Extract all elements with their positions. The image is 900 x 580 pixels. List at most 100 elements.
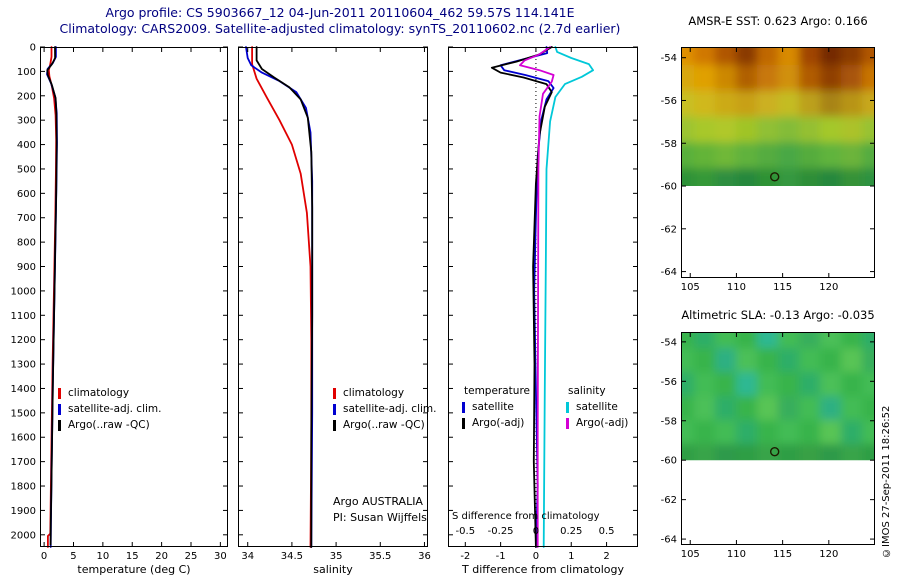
svg-text:0: 0 bbox=[533, 526, 539, 537]
svg-text:-1: -1 bbox=[496, 551, 506, 562]
temperature-profile-panel: 0 5 10 15 20 25 30 0 100 200 300 400 500 600 700 800 900… bbox=[11, 43, 228, 562]
legend-item: satellite bbox=[566, 399, 670, 415]
svg-text:1: 1 bbox=[568, 551, 574, 562]
svg-text:-54: -54 bbox=[661, 337, 677, 348]
argo-australia-note: Argo AUSTRALIA PI: Susan Wijffels bbox=[333, 494, 427, 526]
legend-header-row: temperature salinity bbox=[462, 383, 670, 399]
figure-title-line2: Climatology: CARS2009. Satellite-adjuste… bbox=[59, 21, 621, 36]
svg-text:34.5: 34.5 bbox=[281, 551, 303, 562]
svg-text:120: 120 bbox=[819, 282, 838, 293]
svg-text:115: 115 bbox=[773, 282, 792, 293]
t-difference-axis-label: T difference from climatology bbox=[462, 563, 624, 576]
svg-text:110: 110 bbox=[727, 549, 746, 560]
legend-label: climatology bbox=[68, 387, 130, 399]
svg-text:600: 600 bbox=[17, 189, 36, 200]
svg-text:-60: -60 bbox=[661, 456, 677, 467]
svg-text:2: 2 bbox=[603, 551, 609, 562]
svg-text:300: 300 bbox=[17, 116, 36, 127]
salinity-legend: climatology satellite-adj. clim. Argo(..… bbox=[333, 385, 436, 433]
svg-text:-0.25: -0.25 bbox=[488, 526, 514, 537]
svg-text:0.25: 0.25 bbox=[560, 526, 582, 537]
svg-text:-56: -56 bbox=[661, 377, 677, 388]
legend-label: Argo(..raw -QC) bbox=[343, 419, 425, 431]
svg-text:1800: 1800 bbox=[11, 482, 36, 493]
legend-item: satellite bbox=[462, 399, 566, 415]
legend-header-salinity: salinity bbox=[568, 385, 606, 397]
svg-text:0: 0 bbox=[30, 43, 36, 54]
difference-profile-panel: -2 -1 0 1 2 S difference from climatology -0.5… bbox=[448, 46, 638, 562]
svg-text:105: 105 bbox=[681, 549, 700, 560]
legend-label: climatology bbox=[343, 387, 405, 399]
legend-item: Argo(..raw -QC) bbox=[58, 417, 161, 433]
legend-item-row: satellite satellite bbox=[462, 399, 670, 415]
svg-text:-62: -62 bbox=[661, 224, 677, 235]
svg-text:1600: 1600 bbox=[11, 433, 36, 444]
svg-text:35: 35 bbox=[330, 551, 343, 562]
svg-text:-58: -58 bbox=[661, 416, 677, 427]
svg-text:0.5: 0.5 bbox=[599, 526, 615, 537]
svg-text:700: 700 bbox=[17, 213, 36, 224]
temperature-axis-label: temperature (deg C) bbox=[77, 563, 191, 576]
svg-text:1700: 1700 bbox=[11, 457, 36, 468]
sst-map-panel: 105 110 115 120 -54 -56 -58 -60 -62 -64 bbox=[661, 47, 875, 293]
svg-text:S difference from climatology: S difference from climatology bbox=[452, 511, 600, 522]
svg-text:36: 36 bbox=[418, 551, 431, 562]
legend-label: Argo(..raw -QC) bbox=[68, 419, 150, 431]
legend-item: Argo(-adj) bbox=[566, 415, 670, 431]
svg-text:110: 110 bbox=[727, 282, 746, 293]
legend-swatch-argo bbox=[333, 419, 336, 431]
svg-text:-56: -56 bbox=[661, 96, 677, 107]
svg-text:15: 15 bbox=[126, 551, 139, 562]
svg-text:1200: 1200 bbox=[11, 335, 36, 346]
svg-text:-2: -2 bbox=[460, 551, 470, 562]
sst-map-title: AMSR-E SST: 0.623 Argo: 0.166 bbox=[688, 14, 868, 28]
svg-text:35.5: 35.5 bbox=[369, 551, 391, 562]
legend-label: Argo(-adj) bbox=[472, 417, 525, 429]
legend-item: climatology bbox=[333, 385, 436, 401]
legend-item: satellite-adj. clim. bbox=[333, 401, 436, 417]
legend-swatch-climatology bbox=[333, 387, 336, 399]
legend-item: Argo(-adj) bbox=[462, 415, 566, 431]
svg-text:-60: -60 bbox=[661, 182, 677, 193]
svg-text:0: 0 bbox=[533, 551, 539, 562]
svg-text:100: 100 bbox=[17, 67, 36, 78]
svg-text:1000: 1000 bbox=[11, 286, 36, 297]
svg-text:105: 105 bbox=[681, 282, 700, 293]
argo-australia-line: Argo AUSTRALIA bbox=[333, 495, 423, 508]
svg-text:34: 34 bbox=[241, 551, 254, 562]
legend-label: satellite bbox=[472, 401, 514, 413]
sla-map-title: Altimetric SLA: -0.13 Argo: -0.035 bbox=[681, 308, 875, 322]
legend-swatch-climatology bbox=[58, 387, 61, 399]
legend-swatch-t-satellite bbox=[462, 401, 465, 413]
temperature-legend: climatology satellite-adj. clim. Argo(..… bbox=[58, 385, 161, 433]
svg-text:1100: 1100 bbox=[11, 311, 36, 322]
svg-text:1300: 1300 bbox=[11, 360, 36, 371]
svg-text:5: 5 bbox=[70, 551, 76, 562]
sla-map-panel: 105 110 115 120 -54 -56 -58 -60 -62 -64 bbox=[661, 332, 875, 560]
svg-text:1400: 1400 bbox=[11, 384, 36, 395]
svg-text:25: 25 bbox=[185, 551, 198, 562]
svg-text:30: 30 bbox=[214, 551, 227, 562]
legend-item: climatology bbox=[58, 385, 161, 401]
legend-swatch-t-argo bbox=[462, 417, 465, 429]
svg-text:10: 10 bbox=[96, 551, 109, 562]
legend-item: satellite-adj. clim. bbox=[58, 401, 161, 417]
svg-text:-64: -64 bbox=[661, 267, 677, 278]
svg-text:-64: -64 bbox=[661, 535, 677, 546]
svg-text:-54: -54 bbox=[661, 53, 677, 64]
svg-text:0: 0 bbox=[41, 551, 47, 562]
svg-text:400: 400 bbox=[17, 140, 36, 151]
legend-swatch-s-argo bbox=[566, 417, 569, 429]
svg-text:-0.5: -0.5 bbox=[456, 526, 476, 537]
legend-label: Argo(-adj) bbox=[576, 417, 629, 429]
svg-text:2000: 2000 bbox=[11, 530, 36, 541]
imos-watermark: ©IMOS 27-Sep-2011 18:26:52 bbox=[881, 405, 892, 558]
legend-header-temperature: temperature bbox=[464, 385, 530, 397]
legend-label: satellite bbox=[576, 401, 618, 413]
svg-text:115: 115 bbox=[773, 549, 792, 560]
svg-text:1500: 1500 bbox=[11, 408, 36, 419]
svg-text:900: 900 bbox=[17, 262, 36, 273]
legend-item: Argo(..raw -QC) bbox=[333, 417, 436, 433]
legend-item-row: Argo(-adj) Argo(-adj) bbox=[462, 415, 670, 431]
